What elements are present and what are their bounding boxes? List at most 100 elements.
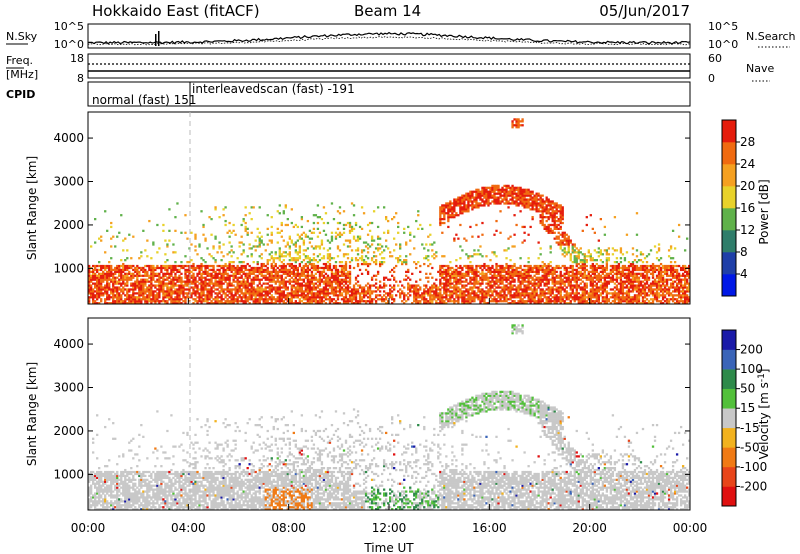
data-cell (477, 282, 480, 285)
data-cell (134, 280, 137, 283)
data-cell (553, 219, 556, 223)
data-cell (445, 206, 448, 209)
data-cell (262, 294, 265, 297)
data-cell (342, 300, 346, 303)
data-cell (214, 276, 217, 279)
data-cell (224, 302, 227, 305)
data-cell (477, 204, 480, 207)
data-cell (158, 300, 161, 303)
data-cell (409, 231, 412, 234)
data-cell (318, 259, 322, 262)
data-cell (284, 251, 287, 254)
data-cell (575, 294, 578, 297)
data-cell (118, 274, 121, 277)
data-cell (98, 284, 101, 287)
data-cell (563, 237, 566, 240)
data-cell (567, 247, 570, 250)
data-cell (172, 251, 175, 254)
data-cell (302, 292, 306, 295)
data-cell (423, 294, 426, 297)
data-cell (447, 266, 450, 270)
data-cell (465, 302, 468, 305)
data-cell (354, 302, 358, 305)
data-cell (332, 278, 336, 281)
data-cell (477, 270, 480, 274)
data-cell (348, 229, 352, 232)
data-cell (555, 266, 558, 270)
data-cell (499, 196, 502, 199)
data-cell (244, 206, 247, 209)
data-cell (515, 192, 518, 195)
data-cell (224, 264, 227, 268)
data-cell (513, 296, 516, 299)
data-cell (551, 210, 554, 213)
data-cell (108, 294, 111, 297)
data-cell (338, 231, 342, 234)
data-cell (495, 290, 498, 293)
data-cell (166, 300, 169, 303)
data-cell (316, 266, 320, 270)
data-cell (270, 216, 273, 219)
data-cell (210, 233, 213, 236)
data-cell (431, 300, 434, 303)
data-cell (535, 290, 538, 293)
data-cell (547, 296, 550, 299)
data-cell (324, 264, 328, 268)
data-cell (527, 282, 530, 285)
data-cell (102, 280, 105, 283)
data-cell (246, 288, 249, 291)
data-cell (471, 268, 474, 272)
data-cell (284, 264, 287, 268)
data-cell (519, 302, 522, 305)
data-cell (433, 286, 436, 289)
data-cell (244, 300, 247, 303)
data-cell (539, 284, 542, 287)
data-cell (174, 261, 177, 264)
data-cell (511, 194, 514, 197)
data-cell (192, 272, 195, 275)
data-cell (318, 294, 322, 297)
data-cell (386, 300, 390, 303)
data-cell (152, 298, 155, 301)
data-cell (360, 300, 364, 303)
data-cell (553, 288, 556, 291)
data-cell (507, 237, 510, 240)
data-cell (465, 294, 468, 297)
data-cell (170, 266, 173, 270)
data-cell (453, 237, 456, 240)
data-cell (160, 266, 163, 270)
data-cell (334, 290, 338, 293)
data-cell (601, 272, 605, 275)
data-cell (344, 292, 348, 295)
data-cell (148, 292, 151, 295)
data-cell (575, 264, 578, 268)
data-cell (473, 190, 476, 193)
data-cell (549, 245, 552, 248)
data-cell (294, 268, 297, 272)
data-cell (238, 261, 241, 264)
data-cell (467, 272, 470, 275)
data-cell (212, 270, 215, 274)
data-cell (114, 272, 117, 275)
data-cell (208, 278, 211, 281)
data-cell (575, 284, 578, 287)
data-cell (593, 294, 596, 297)
data-cell (523, 231, 526, 234)
data-cell (437, 292, 440, 295)
data-cell (214, 270, 217, 274)
data-cell (268, 270, 271, 274)
data-cell (268, 302, 271, 305)
data-cell (124, 284, 127, 287)
data-cell (98, 286, 101, 289)
data-cell (543, 268, 546, 272)
data-cell (463, 200, 466, 203)
data-cell (94, 274, 97, 277)
data-cell (114, 302, 117, 305)
data-cell (94, 302, 97, 305)
data-cell (328, 278, 332, 281)
data-cell (439, 302, 442, 305)
data-cell (597, 266, 600, 270)
data-cell (272, 276, 275, 279)
data-cell (282, 300, 285, 303)
data-cell (140, 284, 143, 287)
